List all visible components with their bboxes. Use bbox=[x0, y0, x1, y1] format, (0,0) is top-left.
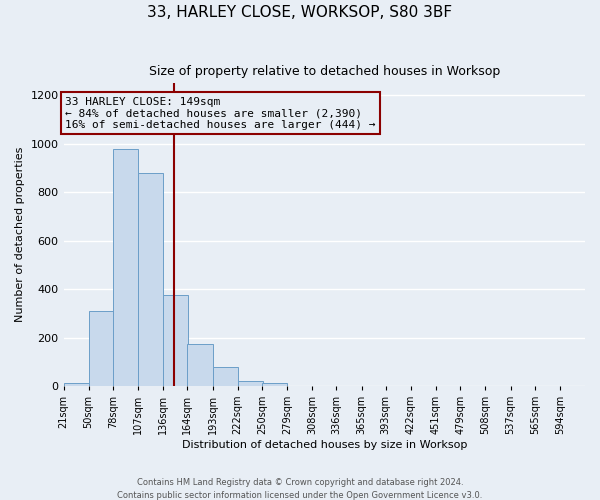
Bar bbox=[113, 148, 138, 386]
Bar bbox=[212, 366, 238, 386]
Bar bbox=[187, 344, 212, 386]
Text: 33 HARLEY CLOSE: 149sqm
← 84% of detached houses are smaller (2,390)
16% of semi: 33 HARLEY CLOSE: 149sqm ← 84% of detache… bbox=[65, 96, 376, 130]
Bar bbox=[64, 384, 89, 386]
Title: Size of property relative to detached houses in Worksop: Size of property relative to detached ho… bbox=[149, 65, 500, 78]
Bar bbox=[163, 295, 188, 386]
Text: Contains HM Land Registry data © Crown copyright and database right 2024.
Contai: Contains HM Land Registry data © Crown c… bbox=[118, 478, 482, 500]
Bar bbox=[89, 311, 114, 386]
Bar bbox=[262, 384, 287, 386]
X-axis label: Distribution of detached houses by size in Worksop: Distribution of detached houses by size … bbox=[182, 440, 467, 450]
Bar bbox=[138, 173, 163, 386]
Text: 33, HARLEY CLOSE, WORKSOP, S80 3BF: 33, HARLEY CLOSE, WORKSOP, S80 3BF bbox=[148, 5, 452, 20]
Bar bbox=[238, 381, 263, 386]
Y-axis label: Number of detached properties: Number of detached properties bbox=[15, 147, 25, 322]
